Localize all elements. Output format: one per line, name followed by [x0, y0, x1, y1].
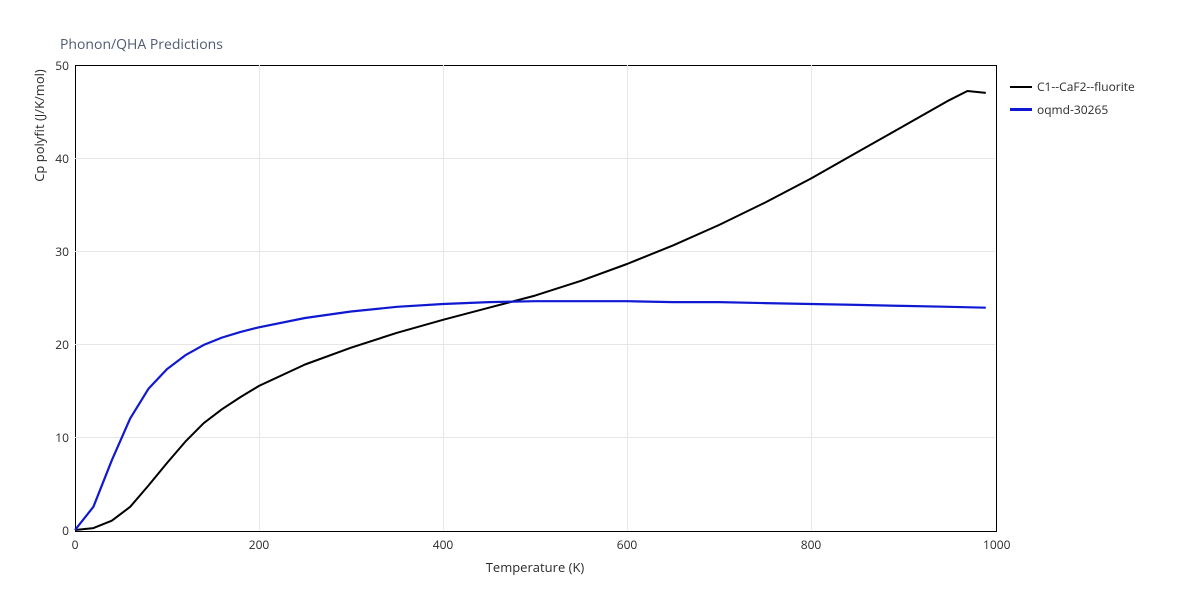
legend-swatch — [1010, 86, 1032, 88]
series-line — [75, 91, 986, 530]
x-axis-label: Temperature (K) — [75, 558, 995, 576]
legend-label: oqmd-30265 — [1037, 101, 1108, 118]
legend-label: C1--CaF2--fluorite — [1037, 78, 1135, 95]
y-axis-label: Cp polyfit (J/K/mol) — [30, 0, 48, 358]
series-line — [75, 301, 986, 530]
legend: C1--CaF2--fluorite oqmd-30265 — [1010, 78, 1135, 124]
legend-swatch — [1010, 108, 1032, 110]
legend-item[interactable]: C1--CaF2--fluorite — [1010, 78, 1135, 95]
legend-item[interactable]: oqmd-30265 — [1010, 101, 1135, 118]
